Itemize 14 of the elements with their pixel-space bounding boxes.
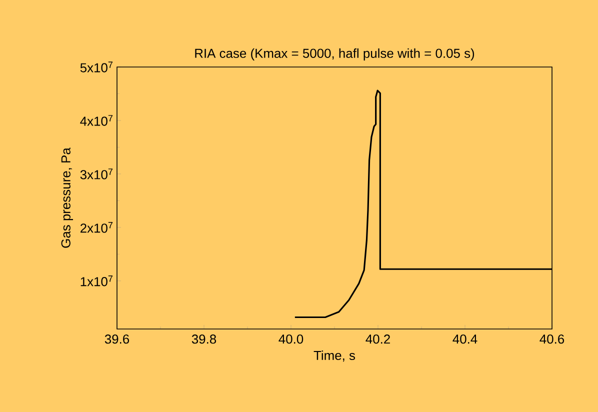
y-tick-label: 4x10$^{7}$	[80, 115, 113, 126]
x-tick-label: 40.6	[540, 334, 564, 344]
x-tick-label: 39.6	[104, 334, 130, 344]
x-axis-title: Time, s	[314, 350, 356, 362]
x-tick-label: 39.8	[192, 334, 216, 344]
x-tick-label: 40.2	[366, 334, 390, 344]
chart-title: RIA case (Kmax = 5000, hafl pulse with = 0.05 s)	[195, 48, 474, 60]
y-tick-label: 2x10$^{7}$	[80, 222, 113, 233]
y-tick-label: 3x10$^{7}$	[80, 168, 113, 180]
x-tick-label: 40.4	[452, 334, 478, 344]
y-tick-label: 1x10$^{7}$	[80, 276, 113, 286]
x-tick-label: 40.0	[278, 334, 304, 344]
y-axis-title: Gas pressure, Pa	[61, 148, 74, 248]
y-tick-label: 5x10$^{7}$	[80, 62, 113, 72]
